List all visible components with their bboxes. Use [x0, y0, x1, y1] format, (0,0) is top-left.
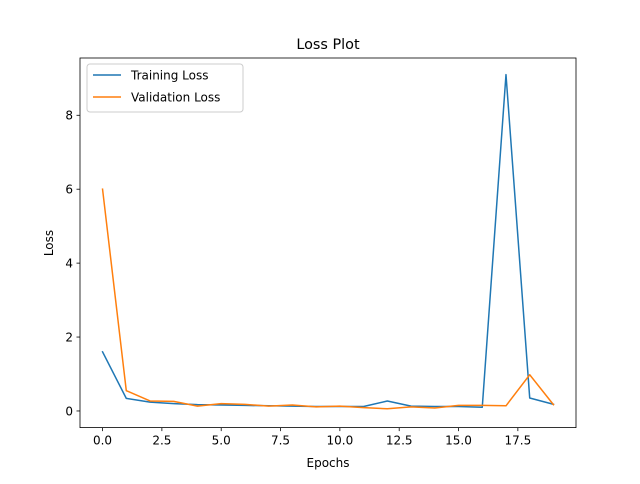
- chart-title: Loss Plot: [296, 37, 360, 53]
- series-line-validation-loss: [101, 188, 555, 410]
- y-tick-label: 8: [65, 109, 73, 123]
- y-tick-label: 6: [65, 183, 73, 197]
- x-tick-label: 12.5: [386, 434, 413, 448]
- series-layer: [101, 73, 555, 410]
- y-axis-ticks: 0 2 4 6 8: [65, 109, 80, 418]
- y-tick-label: 4: [65, 256, 73, 270]
- legend-label-training-loss: Training Loss: [130, 69, 208, 83]
- legend-label-validation-loss: Validation Loss: [131, 91, 220, 105]
- x-tick-label: 10.0: [327, 434, 354, 448]
- x-tick-label: 7.5: [271, 434, 290, 448]
- x-axis-ticks: 0.0 2.5 5.0 7.5 10.0 12.5 15.0 17.5: [93, 427, 531, 448]
- x-tick-label: 5.0: [212, 434, 231, 448]
- x-tick-label: 17.5: [504, 434, 531, 448]
- y-tick-label: 2: [65, 330, 73, 344]
- axes-frame: [79, 57, 577, 429]
- y-tick-label: 0: [65, 404, 73, 418]
- x-axis-label: Epochs: [307, 456, 350, 470]
- legend-box: [86, 63, 244, 113]
- x-tick-label: 15.0: [445, 434, 472, 448]
- y-axis-label: Loss: [42, 230, 56, 256]
- x-tick-label: 2.5: [152, 434, 171, 448]
- x-tick-label: 0.0: [93, 434, 112, 448]
- legend: Training Loss Validation Loss: [86, 63, 244, 113]
